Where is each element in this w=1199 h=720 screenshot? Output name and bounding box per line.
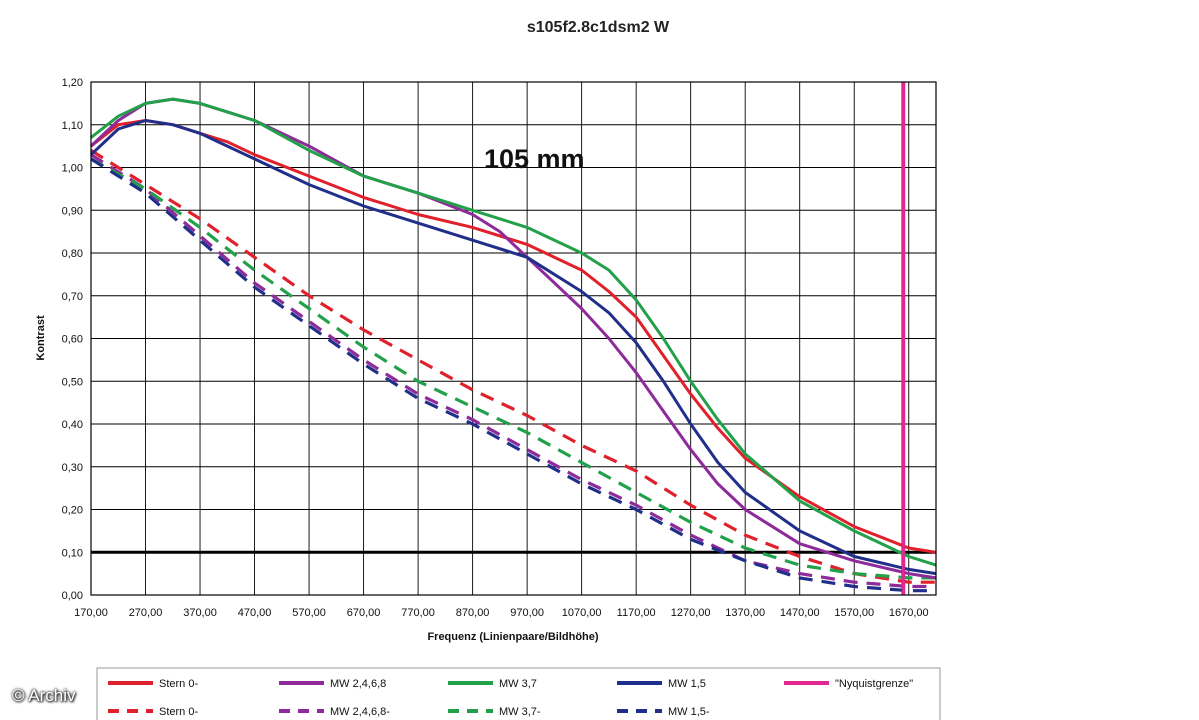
y-tick-label: 0,20 [62,505,83,517]
x-tick-label: 170,00 [74,607,108,619]
x-tick-label: 1070,00 [562,607,602,619]
series-line-mw-1-5 [89,119,937,576]
series-line-dashed-stern-0 [90,149,936,584]
y-tick-labels: 0,00 0,10 0,20 0,30 0,40 0,50 0,60 0,70 0,80 0,90… [62,77,83,602]
series-group [89,82,937,595]
legend-box [96,667,941,720]
y-tick-label: 0,50 [62,376,83,388]
y-tick-label: 1,20 [62,77,83,89]
x-tick-label: 770,00 [401,607,435,619]
legend-label: Stern 0- [159,678,198,690]
y-axis-label: Kontrast [35,315,47,361]
legend-label: MW 3,7 [499,678,537,690]
y-tick-label: 0,00 [62,590,83,602]
x-tick-label: 270,00 [129,607,163,619]
legend-label: MW 1,5 [668,678,706,690]
series-line-dashed-mw-2-4-6-8 [90,153,936,589]
x-tick-label: 970,00 [510,607,544,619]
series-line-stern-0 [90,119,937,554]
x-tick-labels: 170,00 270,00 370,00 470,00 570,00 670,00 770,… [74,607,928,619]
legend-label: Stern 0- [159,706,198,718]
series-line-dashed-mw-3-7 [90,157,936,580]
y-tick-label: 0,80 [62,248,83,260]
legend-label: MW 2,4,6,8 [330,678,386,690]
x-tick-label: 570,00 [292,607,326,619]
chart-title: s105f2.8c1dsm2 W [527,19,670,36]
series-line-dashed-mw-1-5 [90,157,936,593]
legend-label: MW 2,4,6,8- [330,706,390,718]
y-tick-label: 1,00 [62,163,83,175]
chart-annotation: 105 mm [484,144,585,174]
x-tick-label: 870,00 [456,607,490,619]
series-line-mw-3-7 [90,97,937,567]
y-tick-label: 1,10 [62,120,83,132]
x-tick-label: 1670,00 [889,607,929,619]
credit-watermark: © Archiv [12,686,76,705]
legend-label: "Nyquistgrenze" [835,678,913,690]
x-tick-label: 1570,00 [834,607,874,619]
x-tick-label: 1370,00 [725,607,765,619]
y-tick-label: 0,70 [62,291,83,303]
x-tick-label: 1470,00 [780,607,820,619]
x-tick-label: 670,00 [347,607,381,619]
x-tick-label: 370,00 [183,607,217,619]
y-tick-label: 0,30 [62,462,83,474]
x-tick-label: 470,00 [238,607,272,619]
y-tick-label: 0,60 [62,334,83,346]
y-tick-label: 0,10 [62,547,83,559]
legend-label: MW 3,7- [499,706,541,718]
legend-label: MW 1,5- [668,706,710,718]
legend: Stern 0- MW 2,4,6,8 MW 3,7 MW 1,5 "Nyquistgr… [96,667,941,720]
x-tick-label: 1170,00 [617,607,656,619]
y-tick-label: 0,90 [62,205,83,217]
x-tick-label: 1270,00 [671,607,711,619]
x-axis-label: Frequenz (Linienpaare/Bildhöhe) [427,631,598,643]
y-tick-label: 0,40 [62,419,83,431]
plot-frame [90,81,937,596]
